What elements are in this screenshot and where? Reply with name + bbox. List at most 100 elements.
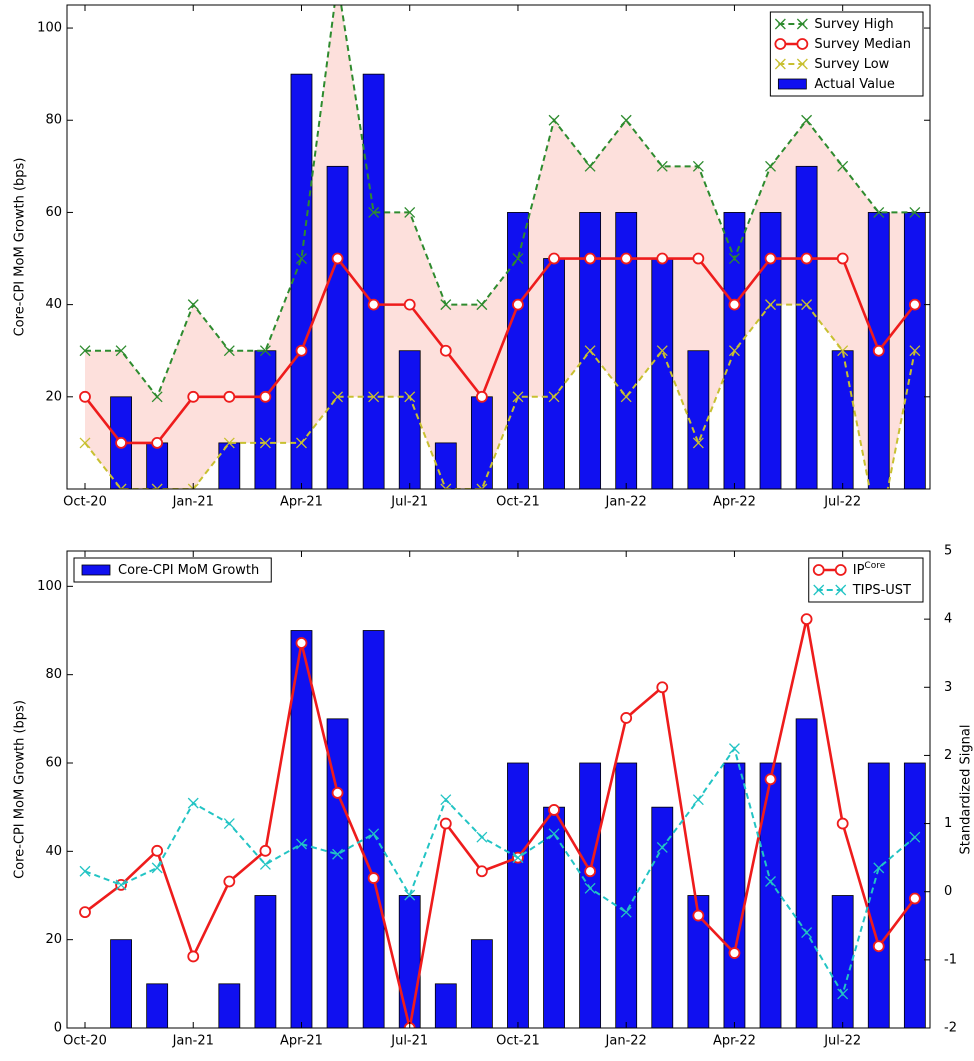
- marker: [296, 838, 307, 850]
- x-tick-label: Jul-21: [390, 495, 428, 510]
- bar: [507, 762, 529, 1028]
- marker: [368, 391, 380, 403]
- marker: [837, 988, 849, 1000]
- marker: [368, 828, 380, 840]
- x-tick-label: Apr-22: [713, 495, 756, 510]
- marker: [774, 18, 786, 30]
- y-tick-label: 20: [45, 389, 62, 404]
- marker: [440, 299, 452, 311]
- marker: [223, 345, 235, 357]
- marker: [548, 391, 560, 403]
- bar: [398, 895, 421, 1028]
- marker: [187, 390, 200, 403]
- marker: [79, 345, 91, 357]
- legend-swatch: [777, 78, 807, 90]
- y2-tick-label: 1: [944, 816, 952, 831]
- y-axis-label: Core-CPI MoM Growth (bps): [13, 700, 28, 879]
- x-tick-label: Oct-20: [63, 1034, 107, 1049]
- marker: [728, 743, 740, 755]
- marker: [796, 58, 808, 70]
- marker: [584, 160, 596, 172]
- y2-tick-label: 0: [944, 884, 952, 899]
- y-tick-label: 60: [45, 756, 62, 771]
- bar: [759, 762, 782, 1028]
- y2-tick-label: 4: [944, 612, 952, 627]
- bar: [615, 212, 638, 489]
- bar: [543, 806, 565, 1028]
- marker: [584, 345, 596, 357]
- legend-name: Core-CPI MoM Growth: [118, 563, 259, 578]
- marker: [476, 831, 488, 843]
- marker: [475, 865, 488, 878]
- marker: [296, 437, 307, 449]
- marker: [692, 252, 705, 265]
- marker: [151, 437, 164, 449]
- marker: [476, 299, 488, 311]
- marker: [728, 253, 740, 264]
- marker: [187, 797, 199, 809]
- marker: [873, 206, 885, 218]
- marker: [296, 253, 307, 264]
- bar: [146, 442, 169, 489]
- bar: [687, 350, 710, 489]
- y-tick-label: 80: [45, 113, 62, 128]
- x-tick-label: Jan-21: [172, 495, 214, 510]
- marker: [728, 345, 740, 357]
- marker: [812, 564, 825, 576]
- marker: [439, 817, 452, 830]
- bar: [579, 762, 602, 1028]
- y2-tick-label: 3: [944, 680, 952, 695]
- marker: [620, 114, 632, 126]
- marker: [332, 848, 344, 860]
- marker: [79, 906, 91, 919]
- marker: [404, 391, 416, 403]
- y-axis-label: Core-CPI MoM Growth (bps): [13, 158, 28, 337]
- bar: [723, 762, 746, 1028]
- y-tick-label: 40: [45, 844, 62, 859]
- x-tick-label: Oct-21: [496, 1034, 540, 1049]
- bar: [831, 895, 854, 1028]
- bar: [434, 442, 457, 489]
- line: [85, 5, 915, 399]
- y2-tick-label: -2: [944, 1021, 957, 1036]
- legend-label: Core-CPI MoM Growth: [118, 563, 259, 578]
- marker: [548, 252, 560, 265]
- marker: [512, 391, 524, 403]
- marker: [837, 345, 849, 357]
- legend-name: Survey High: [814, 17, 893, 32]
- x-tick-label: Apr-21: [280, 1034, 323, 1049]
- bar: [218, 442, 241, 489]
- marker: [620, 391, 632, 403]
- marker: [151, 862, 163, 874]
- marker: [796, 18, 808, 30]
- marker: [440, 483, 452, 489]
- marker: [813, 584, 825, 596]
- bar: [326, 165, 349, 489]
- frame: [66, 550, 931, 1029]
- bar: [254, 350, 277, 489]
- marker: [656, 345, 668, 357]
- x-tick-label: Jul-21: [390, 1034, 428, 1049]
- marker: [764, 773, 777, 786]
- y-tick-label: 100: [37, 21, 62, 36]
- x-tick-label: Jul-22: [823, 495, 861, 510]
- marker: [440, 794, 452, 806]
- marker: [223, 818, 235, 830]
- line: [83, 255, 916, 445]
- marker: [909, 206, 921, 218]
- legend-name: IP: [853, 563, 865, 578]
- marker: [584, 882, 596, 894]
- legend-name: Survey Low: [814, 57, 889, 72]
- marker: [223, 875, 236, 888]
- marker: [801, 299, 813, 311]
- marker: [115, 345, 127, 357]
- y2-axis-label: Standardized Signal: [959, 725, 974, 855]
- bar: [254, 895, 277, 1028]
- marker: [774, 58, 786, 70]
- marker: [801, 114, 813, 126]
- marker: [873, 862, 885, 874]
- marker: [187, 483, 199, 489]
- y-tick-label: 80: [45, 667, 62, 682]
- marker: [765, 160, 776, 172]
- bar: [795, 165, 818, 489]
